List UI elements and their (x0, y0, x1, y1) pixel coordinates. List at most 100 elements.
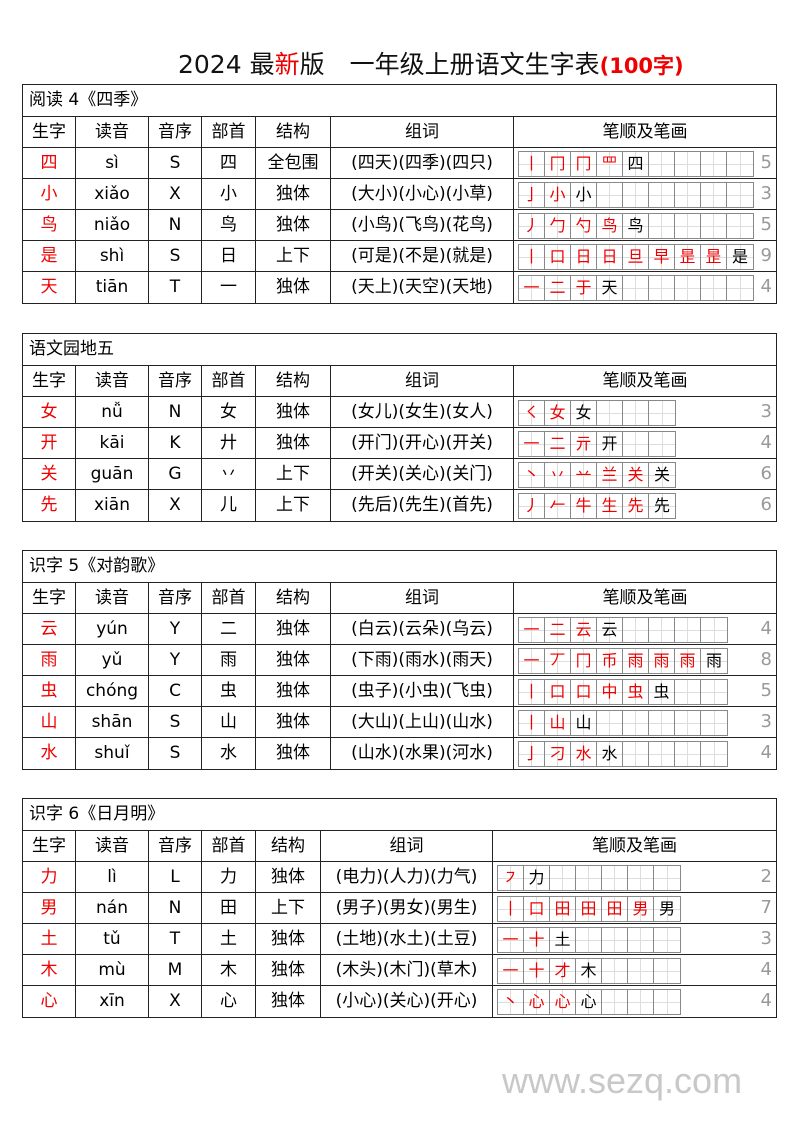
section-table: 识字 6《日月明》 生字 读音 音序 部首 结构 组词 笔顺及笔画力 lì L 力独体 (电力)(人力… (22, 798, 777, 1018)
stroke-count: 6 (760, 494, 772, 515)
stroke-order: 一十才木 4 (493, 955, 776, 985)
table-row: 雨 yǔ Y 雨独体 (下雨)(雨水)(雨天) 一丆冂币雨雨雨雨 8 (23, 645, 776, 676)
stroke-order: 丨冂冂罒四 5 (514, 148, 776, 178)
stroke-count: 4 (760, 742, 772, 763)
stroke-count: 3 (760, 183, 772, 204)
stroke-cell: 口 (524, 897, 550, 921)
stroke-cell: 力 (524, 866, 550, 890)
stroke-cell: 先 (649, 494, 675, 518)
cell-structure: 独体 (256, 986, 321, 1017)
column-header: 组词 (331, 583, 514, 613)
stroke-cell: 女 (545, 401, 571, 425)
cell-character: 雨 (23, 645, 76, 675)
column-header: 组词 (321, 831, 493, 861)
stroke-cell: 生 (597, 494, 623, 518)
stroke-cell: 木 (576, 959, 602, 983)
stroke-cell: ㇇ (498, 866, 524, 890)
cell-character: 水 (23, 738, 76, 769)
title-suffix: 版 一年级上册语文生字表 (299, 50, 600, 79)
stroke-cell (701, 214, 727, 238)
stroke-cell: 勹 (545, 214, 571, 238)
stroke-cell: 心 (550, 990, 576, 1014)
stroke-count: 8 (760, 649, 772, 670)
stroke-cell (675, 618, 701, 642)
stroke-order: 一二亓开 4 (514, 428, 776, 458)
stroke-grid: ㇛女女 (518, 400, 676, 426)
header-row: 生字 读音 音序 部首 结构 组词 笔顺及笔画 (23, 831, 776, 862)
stroke-cell: 关 (623, 463, 649, 487)
stroke-cell: 一 (519, 649, 545, 673)
cell-words: (男子)(男女)(男生) (321, 893, 493, 923)
stroke-cell: 冂 (571, 152, 597, 176)
stroke-count: 3 (760, 401, 772, 422)
stroke-cell (675, 214, 701, 238)
stroke-cell: 鸟 (597, 214, 623, 238)
stroke-cell: 土 (550, 928, 576, 952)
cell-initial: S (149, 738, 202, 769)
stroke-cell: 一 (498, 928, 524, 952)
stroke-cell: 昰 (675, 245, 701, 269)
stroke-cell: 丨 (498, 897, 524, 921)
stroke-cell: 男 (628, 897, 654, 921)
cell-character: 先 (23, 490, 76, 521)
stroke-cell: 丶 (519, 463, 545, 487)
stroke-cell (649, 152, 675, 176)
table-row: 鸟 niǎo N 鸟独体 (小鸟)(飞鸟)(花鸟) 丿勹勺鸟鸟 5 (23, 210, 776, 241)
stroke-cell: 一 (519, 276, 545, 300)
cell-pinyin: nǚ (76, 397, 149, 427)
stroke-cell: 鸟 (623, 214, 649, 238)
cell-structure: 独体 (256, 676, 331, 706)
cell-words: (木头)(木门)(草木) (321, 955, 493, 985)
stroke-count: 2 (760, 866, 772, 887)
column-header: 读音 (76, 583, 149, 613)
cell-pinyin: shuǐ (76, 738, 149, 769)
cell-character: 小 (23, 179, 76, 209)
cell-structure: 上下 (256, 893, 321, 923)
stroke-grid: 丨冂冂罒四 (518, 151, 754, 177)
header-row: 生字 读音 音序 部首 结构 组词 笔顺及笔画 (23, 117, 776, 148)
stroke-cell: 云 (597, 618, 623, 642)
stroke-cell: 关 (649, 463, 675, 487)
table-row: 开 kāi K 廾独体 (开门)(开心)(开关) 一二亓开 4 (23, 428, 776, 459)
cell-initial: S (149, 148, 202, 178)
stroke-count: 6 (760, 463, 772, 484)
cell-structure: 独体 (256, 707, 331, 737)
cell-structure: 上下 (256, 241, 331, 271)
cell-character: 是 (23, 241, 76, 271)
stroke-count: 3 (760, 928, 772, 949)
column-header: 结构 (256, 583, 331, 613)
stroke-cell: 丶 (498, 990, 524, 1014)
column-header: 笔顺及笔画 (602, 588, 688, 608)
cell-initial: S (149, 707, 202, 737)
stroke-grid: 亅刁水水 (518, 741, 728, 767)
stroke-count: 5 (760, 152, 772, 173)
stroke-cell: 云 (571, 618, 597, 642)
cell-initial: T (149, 924, 202, 954)
cell-pinyin: niǎo (76, 210, 149, 240)
column-header: 生字 (23, 366, 76, 396)
cell-words: (先后)(先生)(首先) (331, 490, 514, 521)
cell-words: (下雨)(雨水)(雨天) (331, 645, 514, 675)
table-row: 小 xiǎo X 小独体 (大小)(小心)(小草) 亅小小 3 (23, 179, 776, 210)
stroke-cell: 十 (524, 959, 550, 983)
stroke-cell (727, 214, 753, 238)
column-header: 音序 (149, 583, 202, 613)
table-row: 山 shān S 山独体 (大山)(上山)(山水) 丨山山 3 (23, 707, 776, 738)
stroke-cell: 亅 (519, 183, 545, 207)
stroke-order: 亅刁水水 4 (514, 738, 776, 769)
stroke-cell: 二 (545, 276, 571, 300)
stroke-cell: 丨 (519, 680, 545, 704)
column-header: 部首 (202, 831, 256, 861)
cell-words: (可是)(不是)(就是) (331, 241, 514, 271)
stroke-cell: 小 (571, 183, 597, 207)
cell-pinyin: chóng (76, 676, 149, 706)
column-header: 组词 (331, 117, 514, 147)
stroke-cell (649, 183, 675, 207)
stroke-count: 3 (760, 711, 772, 732)
stroke-count: 4 (760, 990, 772, 1011)
stroke-cell (623, 618, 649, 642)
cell-words: (土地)(水土)(土豆) (321, 924, 493, 954)
